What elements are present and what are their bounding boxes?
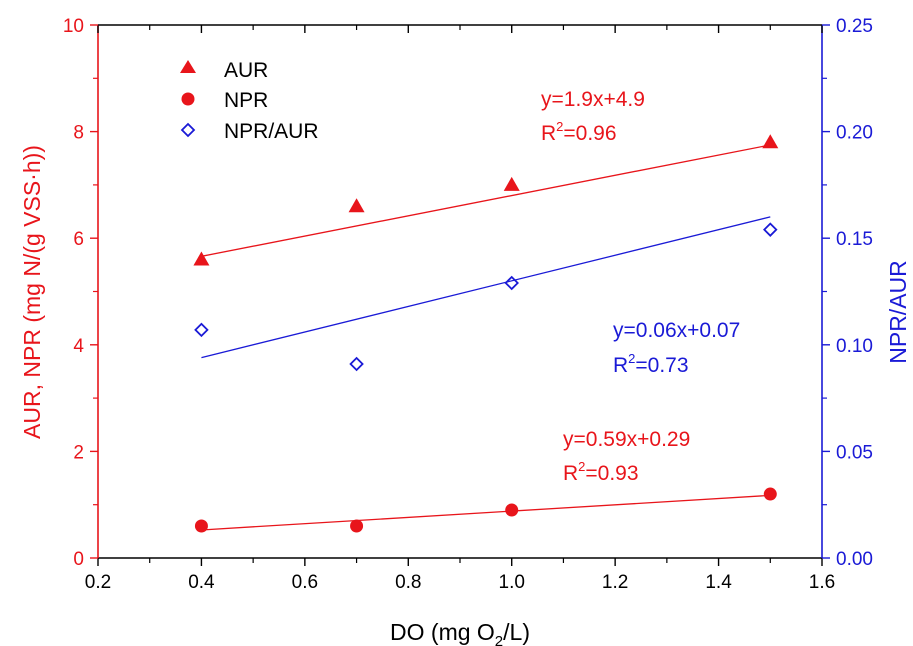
x-tick-label: 1.0 bbox=[499, 572, 525, 593]
point-aur bbox=[193, 251, 210, 266]
x-tick-label: 1.2 bbox=[602, 572, 628, 593]
point-aur bbox=[348, 198, 365, 213]
y-left-tick-label: 10 bbox=[63, 16, 84, 37]
x-axis-title: DO (mg O2/L) bbox=[390, 619, 530, 646]
point-npr bbox=[350, 519, 364, 533]
annotation-npr-equation: y=0.59x+0.29 bbox=[563, 428, 690, 451]
y-right-tick-label: 0.20 bbox=[836, 123, 873, 144]
point-aur bbox=[762, 134, 779, 149]
point-npr bbox=[194, 519, 208, 533]
point-npr-aur bbox=[504, 275, 519, 291]
y-right-tick-label: 0.10 bbox=[836, 336, 873, 357]
annotation-aur-r2: R2=0.96 bbox=[541, 119, 617, 145]
y-right-tick-label: 0.00 bbox=[836, 549, 873, 570]
x-tick-label: 0.8 bbox=[395, 572, 421, 593]
point-npr-aur bbox=[763, 222, 778, 237]
x-tick-label: 1.6 bbox=[809, 572, 835, 593]
fit-lines bbox=[201, 144, 771, 531]
y-left-tick-label: 4 bbox=[73, 336, 84, 357]
point-npr-aur bbox=[349, 356, 364, 372]
axes: 0.2 0.4 0.6 0.8 1.0 1.2 1.4 1.6 0 2 4 6 8 10 0.00 0.05 0… bbox=[63, 16, 873, 593]
annotation-ratio-r2-value: =0.73 bbox=[635, 354, 688, 377]
x-tick-label: 0.2 bbox=[85, 572, 111, 593]
point-npr-aur bbox=[194, 322, 209, 338]
y-left-tick-label: 6 bbox=[73, 229, 84, 250]
y-axis-left-title: AUR, NPR (mg N/(g VSS·h)) bbox=[19, 145, 45, 439]
annotation-aur-r2-value: =0.96 bbox=[563, 122, 616, 145]
y-left-tick-label: 2 bbox=[73, 442, 84, 463]
data-marks bbox=[193, 134, 779, 533]
y-right-tick-label: 0.25 bbox=[836, 16, 873, 37]
x-tick-label: 1.4 bbox=[705, 572, 732, 593]
x-tick-label: 0.6 bbox=[292, 572, 318, 593]
annotation-aur-equation: y=1.9x+4.9 bbox=[541, 88, 645, 111]
annotation-ratio-r2: R2=0.73 bbox=[613, 351, 689, 377]
legend-marker-npr-aur bbox=[180, 122, 196, 138]
legend-label-npr: NPR bbox=[224, 89, 268, 112]
y-left-tick-label: 8 bbox=[73, 123, 84, 144]
fit-line-aur bbox=[201, 144, 771, 257]
point-aur bbox=[503, 176, 520, 191]
annotation-aur: y=1.9x+4.9 R2=0.96 bbox=[541, 88, 645, 145]
annotation-npr-r2-value: =0.93 bbox=[585, 462, 638, 485]
y-right-tick-label: 0.15 bbox=[836, 229, 873, 250]
annotation-npr: y=0.59x+0.29 R2=0.93 bbox=[563, 428, 690, 485]
annotation-npr-r2: R2=0.93 bbox=[563, 459, 639, 485]
fit-line-npr-aur bbox=[201, 216, 771, 359]
y-left-tick-label: 0 bbox=[73, 549, 84, 570]
legend-marker-aur bbox=[180, 60, 196, 73]
annotation-ratio: y=0.06x+0.07 R2=0.73 bbox=[613, 319, 740, 377]
x-tick-label: 0.4 bbox=[188, 572, 215, 593]
annotation-ratio-equation: y=0.06x+0.07 bbox=[613, 319, 740, 342]
fit-line-npr bbox=[201, 494, 771, 531]
point-npr bbox=[763, 487, 777, 501]
legend-marker-npr bbox=[181, 92, 195, 106]
y-axis-right-title: NPR/AUR bbox=[885, 260, 911, 364]
y-right-tick-label: 0.05 bbox=[836, 442, 873, 463]
legend-label-npr-aur: NPR/AUR bbox=[224, 120, 319, 143]
legend-label-aur: AUR bbox=[224, 59, 268, 82]
legend: AUR NPR NPR/AUR bbox=[180, 59, 319, 143]
point-npr bbox=[505, 503, 519, 517]
